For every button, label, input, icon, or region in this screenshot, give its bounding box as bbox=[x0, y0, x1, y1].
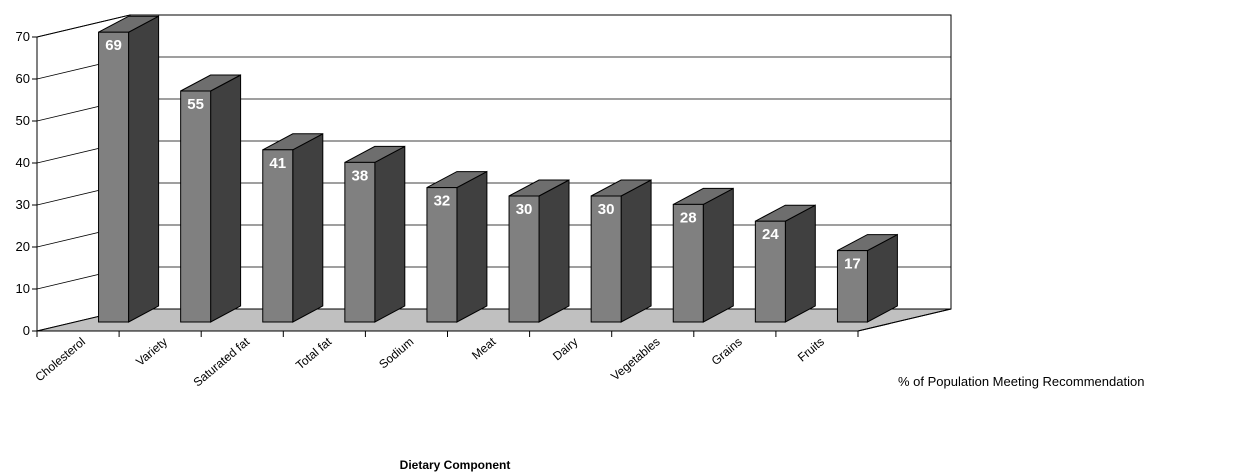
bar-side bbox=[784, 204, 816, 323]
y-tick-label: 10 bbox=[16, 281, 30, 296]
floor bbox=[36, 308, 952, 332]
x-tick-label: Saturated fat bbox=[191, 334, 253, 389]
bar-dairy: 30 bbox=[590, 179, 652, 323]
bar-meat: 30 bbox=[508, 179, 570, 323]
bar-vegetables: 28 bbox=[672, 187, 734, 323]
bar-front bbox=[98, 31, 130, 323]
bar-total-fat: 38 bbox=[344, 145, 406, 323]
bar-grains: 24 bbox=[754, 204, 816, 323]
x-tick-label: Vegetables bbox=[608, 335, 662, 384]
x-tick-label: Dairy bbox=[550, 335, 580, 364]
data-label: 32 bbox=[434, 193, 451, 210]
data-label: 17 bbox=[844, 256, 861, 273]
bar-sodium: 32 bbox=[426, 170, 488, 323]
x-tick-label: Fruits bbox=[795, 335, 827, 365]
y-tick-label: 30 bbox=[16, 197, 30, 212]
y-tick-label: 40 bbox=[16, 155, 30, 170]
depth-axis-line bbox=[857, 308, 952, 332]
bar-side bbox=[292, 132, 324, 323]
x-axis-title: Dietary Component bbox=[400, 458, 511, 472]
bars: 69 55 41 38 32 30 30 28 24 17 bbox=[98, 15, 898, 323]
data-label: 41 bbox=[269, 155, 286, 172]
data-label: 30 bbox=[598, 201, 615, 218]
data-label: 55 bbox=[187, 96, 204, 113]
bar-front bbox=[344, 161, 376, 323]
chart-floor bbox=[36, 308, 952, 332]
bar-front bbox=[754, 220, 786, 323]
x-tick-label: Grains bbox=[709, 335, 745, 368]
bar-variety: 55 bbox=[180, 74, 242, 323]
bar-fruits: 17 bbox=[836, 233, 898, 323]
bar-side bbox=[210, 74, 242, 323]
bar-front bbox=[180, 90, 212, 323]
x-tick-label: Meat bbox=[469, 334, 499, 362]
data-label: 69 bbox=[105, 37, 122, 54]
series-label: % of Population Meeting Recommendation bbox=[898, 374, 1144, 389]
bar-side bbox=[702, 187, 734, 323]
bar-side bbox=[456, 170, 488, 323]
data-label: 24 bbox=[762, 226, 779, 243]
x-tick-label: Cholesterol bbox=[32, 335, 88, 385]
bar-front bbox=[426, 187, 458, 323]
data-label: 38 bbox=[352, 167, 369, 184]
y-tick-label: 20 bbox=[16, 239, 30, 254]
y-tick-label: 70 bbox=[16, 29, 30, 44]
x-tick-label: Variety bbox=[133, 335, 170, 369]
bar-front bbox=[672, 203, 704, 323]
bar-front bbox=[590, 195, 622, 323]
bar-front bbox=[836, 250, 868, 323]
bar-side bbox=[620, 179, 652, 323]
gridline bbox=[36, 14, 951, 38]
bar-side bbox=[374, 145, 406, 323]
data-label: 30 bbox=[516, 201, 533, 218]
data-label: 28 bbox=[680, 209, 697, 226]
bar-front bbox=[262, 149, 294, 323]
bar-front bbox=[508, 195, 540, 323]
bar-side bbox=[538, 179, 570, 323]
y-tick-label: 60 bbox=[16, 71, 30, 86]
bar-saturated-fat: 41 bbox=[262, 132, 324, 323]
y-tick-label: 0 bbox=[23, 323, 30, 338]
bar-cholesterol: 69 bbox=[98, 15, 160, 323]
x-tick-label: Sodium bbox=[376, 335, 416, 372]
x-tick-label: Total fat bbox=[293, 334, 335, 372]
y-axis: 0 10 20 30 40 50 60 70 bbox=[16, 29, 38, 338]
bar-side bbox=[128, 15, 160, 323]
y-tick-label: 50 bbox=[16, 113, 30, 128]
